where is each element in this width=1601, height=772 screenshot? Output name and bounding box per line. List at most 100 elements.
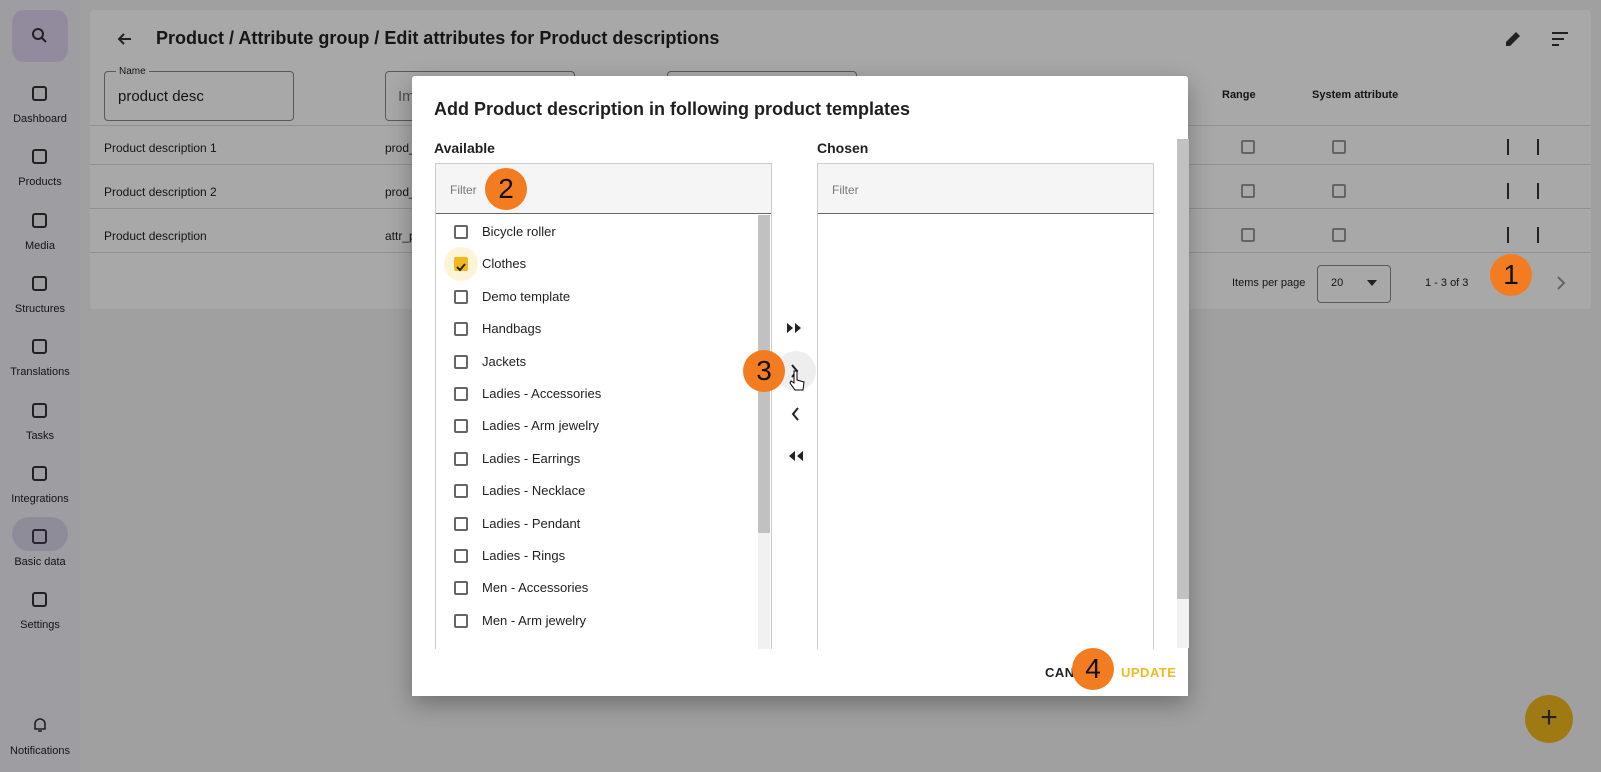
checkbox[interactable] — [454, 289, 468, 304]
nav-label[interactable]: Structures — [14, 302, 66, 315]
cancel-button[interactable]: CAN — [1045, 665, 1075, 680]
list-item[interactable]: Ladies - Pendant — [482, 515, 581, 531]
callout: 3 — [743, 350, 785, 392]
nav-label[interactable]: Settings — [20, 619, 60, 632]
update-button[interactable]: UPDATE — [1121, 665, 1177, 680]
search-button[interactable] — [12, 10, 68, 62]
list-item[interactable]: Men - Arm jewelry — [482, 612, 587, 628]
filter-placeholder: Filter — [450, 183, 477, 197]
page-size: 20 — [1331, 277, 1344, 289]
callout: 2 — [485, 168, 527, 210]
list-heading: Available — [434, 140, 495, 156]
nav-icon — [32, 529, 47, 545]
nav-label[interactable]: Tasks — [25, 429, 55, 442]
dropdown-icon — [1367, 280, 1377, 286]
dialog-title: Add Product description in following pro… — [434, 99, 911, 119]
filter-placeholder: Filter — [832, 183, 859, 197]
nav-icon — [32, 592, 47, 608]
row-checkbox[interactable] — [1332, 228, 1346, 242]
checkbox[interactable] — [454, 322, 468, 337]
bell-icon — [34, 718, 46, 732]
list-item[interactable]: Ladies - Accessories — [482, 386, 602, 401]
table-cell: Product description — [104, 229, 207, 243]
nav-label[interactable]: Translations — [10, 366, 70, 379]
checkbox[interactable] — [454, 354, 468, 369]
nav-label[interactable]: Notifications — [10, 745, 70, 757]
fab-add[interactable]: + — [1525, 695, 1573, 743]
list-item[interactable]: Ladies - Rings — [482, 548, 566, 563]
row-action-icons[interactable] — [1505, 183, 1555, 199]
check-icon — [456, 263, 466, 272]
table-cell: attr_p — [385, 229, 416, 243]
table-cell: Product description 1 — [104, 141, 217, 155]
nav-icon — [32, 212, 47, 228]
field-label: Name — [116, 66, 149, 77]
search-icon — [32, 28, 47, 43]
cursor — [789, 370, 805, 391]
page-size-select[interactable] — [1317, 265, 1391, 303]
checkbox[interactable] — [454, 613, 468, 628]
dialog-footer — [412, 649, 1188, 696]
page-title: Product / Attribute group / Edit attribu… — [156, 28, 720, 48]
name-field[interactable] — [104, 71, 294, 121]
nav-label[interactable]: Basic data — [14, 556, 66, 569]
list-item[interactable]: Demo template — [482, 288, 571, 304]
row-checkbox[interactable] — [1332, 140, 1346, 154]
row-checkbox[interactable] — [1241, 184, 1255, 198]
checkbox[interactable] — [454, 225, 468, 239]
field-value: Im — [398, 88, 415, 105]
list-item[interactable]: Handbags — [482, 321, 542, 337]
nav-icon — [32, 339, 47, 355]
header-icons[interactable] — [1502, 28, 1582, 50]
nav-label[interactable]: Dashboard — [13, 113, 67, 125]
list-item[interactable]: Ladies - Arm jewelry — [482, 418, 600, 434]
field-value: product desc — [118, 88, 204, 105]
nav-icon — [32, 86, 47, 101]
nav-icon — [32, 402, 47, 418]
transfer-buttons[interactable] — [784, 320, 806, 470]
column-header: Range — [1222, 89, 1256, 101]
checkbox[interactable] — [454, 419, 468, 434]
back-icon[interactable] — [115, 29, 135, 49]
sidebar — [0, 0, 80, 772]
row-checkbox[interactable] — [1241, 228, 1255, 242]
checkbox[interactable] — [454, 387, 468, 401]
callout: 1 — [1490, 254, 1532, 296]
page-range: 1 - 3 of 3 — [1425, 277, 1469, 289]
row-action-icons[interactable] — [1505, 139, 1555, 155]
table-cell: Product description 2 — [104, 185, 217, 199]
checkbox[interactable] — [454, 549, 468, 563]
list-item[interactable]: Men - Accessories — [482, 580, 589, 596]
checkbox[interactable] — [454, 257, 468, 272]
nav-label[interactable]: Products — [18, 176, 62, 189]
nav-icon — [32, 275, 47, 291]
list-item[interactable]: Jackets — [482, 353, 527, 369]
row-action-icons[interactable] — [1505, 227, 1555, 243]
checkbox[interactable] — [454, 484, 468, 499]
table-cell: prod_ — [385, 185, 416, 199]
checkbox[interactable] — [454, 581, 468, 596]
nav-icon — [32, 465, 47, 481]
row-checkbox[interactable] — [1241, 140, 1255, 154]
next-icon[interactable] — [1556, 276, 1566, 290]
pagination-label: Items per page — [1232, 277, 1306, 289]
chosen-list — [817, 163, 1154, 650]
nav-icon — [32, 149, 47, 165]
list-item[interactable]: Bicycle roller — [482, 224, 556, 239]
checkbox[interactable] — [454, 516, 468, 531]
list-item[interactable]: Clothes — [482, 256, 527, 272]
column-header: System attribute — [1312, 89, 1399, 101]
checkbox[interactable] — [454, 451, 468, 466]
list-item[interactable]: Ladies - Earrings — [482, 450, 581, 466]
nav-label[interactable]: Integrations — [11, 492, 69, 505]
list-item[interactable]: Ladies - Necklace — [482, 483, 586, 499]
scrollbar-thumb[interactable] — [1177, 139, 1189, 599]
table-cell: prod_ — [385, 141, 416, 155]
row-checkbox[interactable] — [1332, 184, 1346, 198]
filter-input[interactable] — [818, 164, 1153, 214]
list-heading: Chosen — [817, 140, 869, 156]
callout: 4 — [1072, 648, 1114, 690]
nav-label[interactable]: Media — [25, 239, 55, 252]
nav-active — [12, 517, 68, 552]
